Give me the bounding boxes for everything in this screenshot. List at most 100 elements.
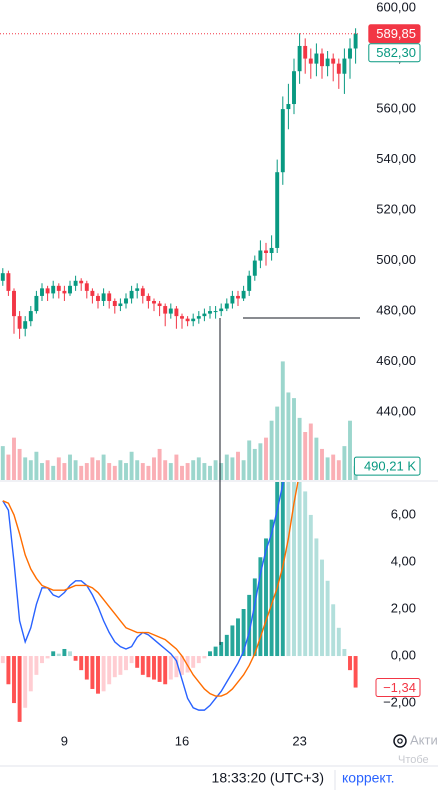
- volume-bar: [23, 457, 28, 480]
- histogram-bar: [146, 656, 151, 678]
- volume-bar: [0, 446, 5, 480]
- candle-body: [73, 280, 78, 286]
- histogram-bar: [224, 634, 229, 657]
- candle-body: [157, 303, 162, 307]
- histogram-bar: [252, 578, 257, 657]
- histogram-bar: [269, 519, 274, 657]
- y-tick-label: 480,00: [376, 303, 416, 318]
- volume-bar: [157, 448, 162, 480]
- histogram-bar: [196, 656, 201, 664]
- candle-body: [129, 290, 134, 299]
- volume-bar: [112, 465, 117, 480]
- histogram-bar: [303, 491, 308, 657]
- volume-bar: [12, 437, 16, 480]
- histogram-bar: [62, 648, 67, 657]
- histogram-bar: [107, 656, 112, 685]
- volume-bar: [191, 460, 196, 480]
- candle-body: [51, 285, 56, 294]
- y-tick-label: 2,00: [391, 600, 416, 615]
- candle-body: [140, 288, 145, 296]
- candle-body: [45, 288, 50, 294]
- histogram-bar: [236, 618, 240, 657]
- histogram-bar: [112, 656, 117, 678]
- volume-bar: [213, 460, 218, 480]
- histogram-bar: [258, 557, 263, 657]
- volume-bar: [314, 437, 319, 480]
- y-tick-label: 500,00: [376, 252, 416, 267]
- volume-bar: [168, 463, 173, 480]
- histogram-bar: [73, 656, 78, 661]
- candle-body: [331, 58, 336, 64]
- histogram-bar: [213, 646, 218, 657]
- candle-body: [264, 250, 268, 254]
- histogram-bar: [96, 656, 100, 694]
- candle-body: [219, 308, 224, 312]
- settings-icon[interactable]: [393, 734, 407, 748]
- volume-bar: [264, 437, 268, 480]
- y-tick-label: 540,00: [376, 151, 416, 166]
- candle-body: [348, 48, 352, 59]
- histogram-bar: [28, 656, 33, 692]
- histogram-bar: [297, 482, 302, 657]
- volume-bar: [101, 454, 106, 480]
- histogram-bar: [308, 514, 313, 657]
- volume-bar: [73, 460, 78, 480]
- candle-body: [342, 58, 347, 74]
- histogram-bar: [168, 656, 173, 680]
- volume-bar: [6, 454, 11, 480]
- histogram-bar: [320, 559, 324, 657]
- volume-bar: [247, 440, 252, 480]
- candle-body: [252, 260, 257, 276]
- macd-line: [2, 482, 284, 711]
- volume-bar: [163, 460, 168, 480]
- histogram-bar: [157, 656, 162, 682]
- y-tick-label: 440,00: [376, 404, 416, 419]
- volume-bar: [320, 448, 324, 480]
- volume-bar: [202, 463, 207, 480]
- candle-body: [90, 290, 95, 296]
- volume-bar: [325, 457, 330, 480]
- volume-bar: [331, 454, 336, 480]
- candle-body: [56, 285, 61, 291]
- candle-body: [320, 53, 324, 67]
- macd-line: [2, 482, 299, 697]
- candle-body: [258, 250, 263, 261]
- candle-body: [336, 63, 341, 74]
- volume-bar: [17, 448, 22, 480]
- y-tick-label: 560,00: [376, 101, 416, 116]
- candle-body: [275, 172, 280, 248]
- histogram-bar: [292, 482, 296, 657]
- clock: 18:33:20 (UTC+3): [212, 770, 324, 786]
- candle-body: [269, 247, 274, 254]
- y-tick-label: −2,00: [383, 695, 416, 710]
- volume-bar: [118, 460, 123, 480]
- volume-bar: [286, 392, 291, 480]
- volume-bar: [124, 463, 128, 480]
- candle-body: [23, 321, 28, 329]
- histogram-bar: [6, 656, 11, 685]
- volume-bar: [280, 361, 285, 480]
- volume-bar: [68, 454, 72, 480]
- histogram-bar: [34, 656, 39, 675]
- histogram-bar: [353, 656, 358, 688]
- histogram-bar: [135, 656, 140, 668]
- y-tick-label: 460,00: [376, 353, 416, 368]
- histogram-bar: [314, 538, 319, 657]
- candle-body: [112, 300, 117, 307]
- histogram-bar: [84, 656, 89, 680]
- y-tick-label: 6,00: [391, 506, 416, 521]
- candle-body: [224, 303, 229, 309]
- histogram-bar: [325, 580, 330, 657]
- volume-bar: [56, 457, 61, 480]
- adjust-link[interactable]: коррект.: [342, 770, 394, 786]
- volume-bar: [230, 457, 235, 480]
- candle-body: [17, 316, 22, 329]
- volume-bar: [241, 460, 246, 480]
- candle-body: [280, 109, 285, 173]
- candle-body: [0, 273, 5, 281]
- candle-body: [124, 298, 128, 304]
- candle-body: [303, 45, 308, 59]
- histogram-bar: [101, 656, 106, 692]
- volume-bar: [28, 460, 33, 480]
- x-tick-label: 23: [292, 733, 306, 748]
